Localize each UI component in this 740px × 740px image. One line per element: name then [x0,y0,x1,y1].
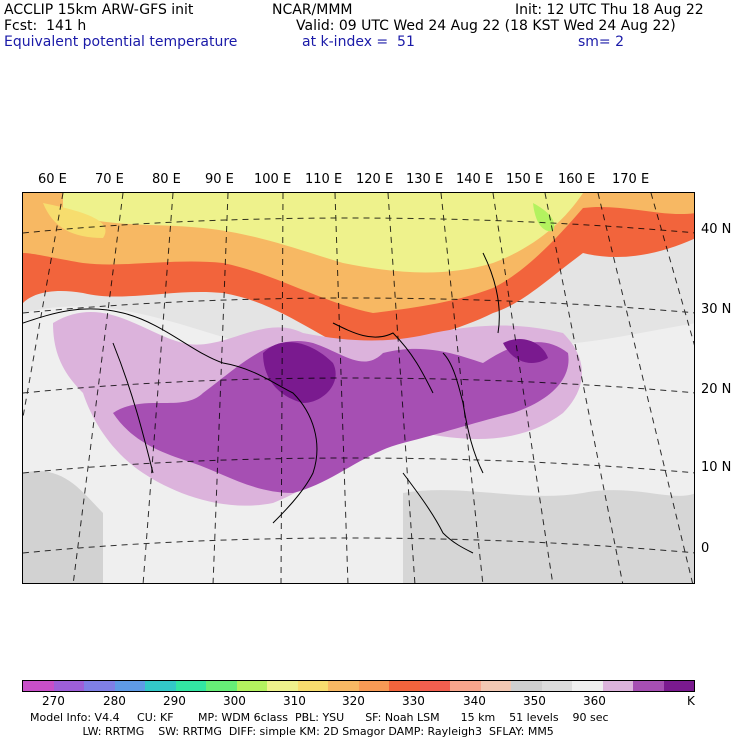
longitude-label: 70 E [95,172,124,187]
level-index: at k-index = 51 [302,34,415,50]
colorbar-swatch [206,681,237,691]
longitude-label: 100 E [254,172,292,187]
model-title: ACCLIP 15km ARW-GFS init [4,2,194,18]
colorbar-swatch [175,681,206,691]
colorbar-tick-label: 330 [402,694,425,708]
colorbar-tick-label: 290 [163,694,186,708]
forecast-hour: Fcst: 141 h [4,18,87,34]
colorbar-swatch [328,681,359,691]
longitude-label: 90 E [205,172,234,187]
field-name: Equivalent potential temperature [4,34,238,50]
smoothing: sm= 2 [578,34,625,50]
colorbar-swatch [236,681,267,691]
longitude-label: 110 E [305,172,343,187]
colorbar-tick-label: 340 [463,694,486,708]
colorbar-swatch [389,681,420,691]
model-info-line1: Model Info: V4.4 CU: KF MP: WDM 6class P… [30,711,609,724]
colorbar-tick-label: 360 [583,694,606,708]
valid-time: Valid: 09 UTC Wed 24 Aug 22 (18 KST Wed … [296,18,676,34]
colorbar-tick-label: 270 [42,694,65,708]
colorbar-swatch [541,681,572,691]
longitude-label: 170 E [612,172,650,187]
longitude-label: 130 E [406,172,444,187]
colorbar-swatch [572,681,603,691]
colorbar-swatch [480,681,511,691]
colorbar-tick-label: K [687,694,695,708]
colorbar-swatch [511,681,542,691]
colorbar-tick-label: 320 [342,694,365,708]
colorbar-swatch [267,681,298,691]
colorbar-swatch [84,681,115,691]
colorbar-tick-label: 280 [103,694,126,708]
longitude-label: 160 E [558,172,596,187]
longitude-label: 60 E [38,172,67,187]
colorbar [22,680,695,692]
colorbar-tick-label: 310 [283,694,306,708]
colorbar-swatch [450,681,481,691]
latitude-label: 20 N [701,382,732,397]
colorbar-swatch [114,681,145,691]
colorbar-swatch [663,681,694,691]
latitude-label: 10 N [701,460,732,475]
colorbar-swatch [145,681,176,691]
colorbar-swatch [297,681,328,691]
colorbar-swatch [602,681,633,691]
map-panel [22,192,695,584]
model-info-line2: LW: RRTMG SW: RRTMG DIFF: simple KM: 2D … [30,725,554,738]
latitude-label: 30 N [701,302,732,317]
colorbar-swatch [419,681,450,691]
latitude-label: 0 [701,541,710,556]
colorbar-tick-label: 350 [523,694,546,708]
longitude-label: 140 E [456,172,494,187]
init-time: Init: 12 UTC Thu 18 Aug 22 [515,2,704,18]
colorbar-swatch [23,681,54,691]
colorbar-tick-label: 300 [223,694,246,708]
latitude-label: 40 N [701,222,732,237]
longitude-label: 150 E [506,172,544,187]
longitude-label: 120 E [356,172,394,187]
center-name: NCAR/MMM [272,2,353,18]
longitude-label: 80 E [152,172,181,187]
colorbar-swatch [358,681,389,691]
colorbar-swatch [53,681,84,691]
colorbar-swatch [633,681,664,691]
map-field [23,193,694,583]
